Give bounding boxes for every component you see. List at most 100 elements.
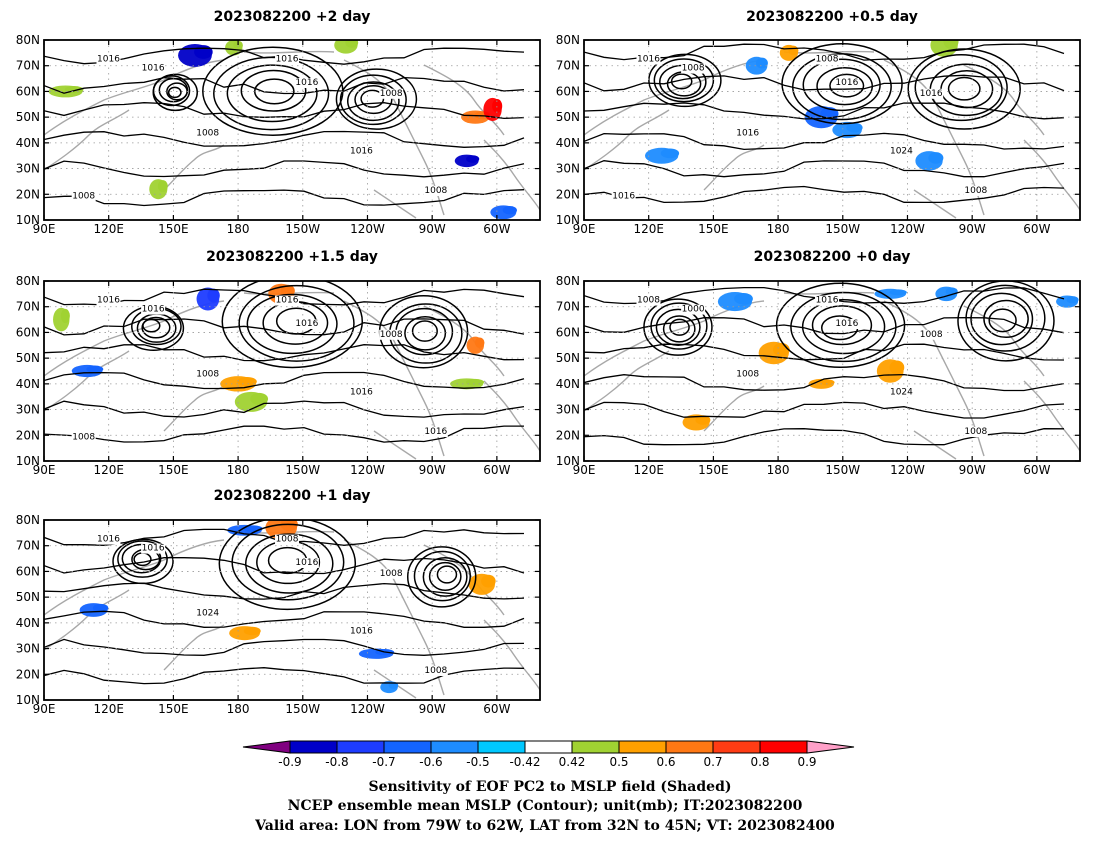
lat-tick-label: 80N xyxy=(556,33,580,47)
contour-label: 1008 xyxy=(816,55,839,65)
contour-label-bg xyxy=(611,191,636,202)
isobar xyxy=(983,299,1029,339)
isobar xyxy=(240,69,307,112)
lon-tick-label: 150E xyxy=(158,702,189,716)
lon-tick-label: 120E xyxy=(93,702,124,716)
contour-label: 1016 xyxy=(816,296,839,306)
contour-label: 1008 xyxy=(424,666,447,676)
lon-tick-label: 180 xyxy=(767,222,790,236)
contour-label-bg xyxy=(349,387,374,398)
lat-tick-label: 20N xyxy=(16,667,40,681)
contour-label: 1016 xyxy=(276,296,299,306)
coastline xyxy=(1023,380,1080,452)
isobar xyxy=(44,76,525,95)
sensitivity-shading xyxy=(492,99,503,113)
isobar xyxy=(413,550,471,602)
sensitivity-shading xyxy=(846,122,863,133)
isobar xyxy=(829,73,865,98)
lat-tick-label: 20N xyxy=(16,428,40,442)
colorbar-max-arrow xyxy=(806,740,855,754)
isobar xyxy=(346,81,400,122)
lat-tick-label: 30N xyxy=(16,642,40,656)
lat-tick-label: 10N xyxy=(16,213,40,227)
coastline xyxy=(44,300,225,377)
lon-tick-label: 120W xyxy=(890,222,925,236)
contour-label-bg xyxy=(141,63,166,74)
contour-label: 1016 xyxy=(637,55,660,65)
contour-label-bg xyxy=(681,304,706,315)
lat-tick-label: 30N xyxy=(16,162,40,176)
contour-label: 1016 xyxy=(276,55,299,65)
isobar xyxy=(801,298,886,355)
sensitivity-shading xyxy=(928,152,944,164)
sensitivity-shading xyxy=(207,288,220,303)
lat-tick-label: 60N xyxy=(16,84,40,98)
isobar xyxy=(584,102,1065,120)
isobar xyxy=(914,54,1008,122)
lon-tick-label: 60W xyxy=(483,702,510,716)
contour-label: 1008 xyxy=(424,186,447,196)
sensitivity-shading xyxy=(465,378,485,386)
isobar xyxy=(584,160,1065,178)
contour-label: 1016 xyxy=(920,89,943,99)
contour-label: 1008 xyxy=(964,427,987,437)
lat-tick-label: 80N xyxy=(16,274,40,288)
contour-label: 1008 xyxy=(72,191,95,201)
isobar xyxy=(335,68,418,130)
lon-tick-label: 150W xyxy=(825,222,860,236)
contour-label-bg xyxy=(294,319,319,329)
contour-label-bg xyxy=(735,369,760,380)
sensitivity-shading xyxy=(60,308,70,324)
sensitivity-shading xyxy=(237,376,257,387)
coastline xyxy=(483,380,540,452)
coastline xyxy=(44,539,225,616)
isobar xyxy=(354,85,393,115)
sensitivity-shading xyxy=(250,392,269,405)
lon-tick-label: 120E xyxy=(93,222,124,236)
sensitivity-shading xyxy=(889,360,905,375)
lon-tick-label: 150W xyxy=(285,702,320,716)
contour-label: 1008 xyxy=(637,296,660,306)
isobar xyxy=(428,561,462,591)
isobar xyxy=(167,86,182,99)
sensitivity-shading xyxy=(280,520,298,532)
lat-tick-label: 10N xyxy=(16,693,40,707)
lat-tick-label: 80N xyxy=(16,33,40,47)
coastline xyxy=(44,109,130,171)
coastline xyxy=(584,350,670,412)
isobar xyxy=(152,75,191,107)
panel-plus-0-5-day: 2023082200 +0.5 day 10161008100810161016… xyxy=(556,9,1081,236)
contour-label-bg xyxy=(71,432,96,443)
contour-label: 1016 xyxy=(736,128,759,138)
isobar xyxy=(436,565,458,584)
isobar xyxy=(584,43,1065,61)
contour-label: 1016 xyxy=(424,427,447,437)
panel-title: 2023082200 +0 day xyxy=(754,249,911,265)
lat-tick-label: 40N xyxy=(556,136,580,150)
colorbar-swatch xyxy=(665,740,714,754)
sensitivity-shading xyxy=(502,206,517,215)
coastline xyxy=(163,144,225,191)
isobar xyxy=(245,533,334,594)
lat-tick-label: 60N xyxy=(556,325,580,339)
sensitivity-shading xyxy=(773,342,790,357)
sensitivity-shading xyxy=(889,289,907,296)
colorbar-swatch xyxy=(336,740,385,754)
sensitivity-shading xyxy=(734,292,753,305)
lat-tick-label: 60N xyxy=(16,564,40,578)
sensitivity-shading xyxy=(695,415,711,425)
contour-label: 1024 xyxy=(890,387,913,397)
lat-tick-label: 60N xyxy=(556,84,580,98)
isobar xyxy=(44,371,525,390)
lon-tick-label: 120W xyxy=(350,463,385,477)
isobar xyxy=(44,102,525,120)
panel-title: 2023082200 +2 day xyxy=(214,9,371,25)
colorbar-tick-label: -0.7 xyxy=(372,755,395,769)
contour-label-bg xyxy=(815,54,840,65)
contour-label: 1008 xyxy=(920,330,943,340)
isobar xyxy=(584,185,1065,204)
lat-tick-label: 70N xyxy=(16,300,40,314)
lon-tick-label: 150E xyxy=(698,463,729,477)
coastline xyxy=(913,430,957,460)
